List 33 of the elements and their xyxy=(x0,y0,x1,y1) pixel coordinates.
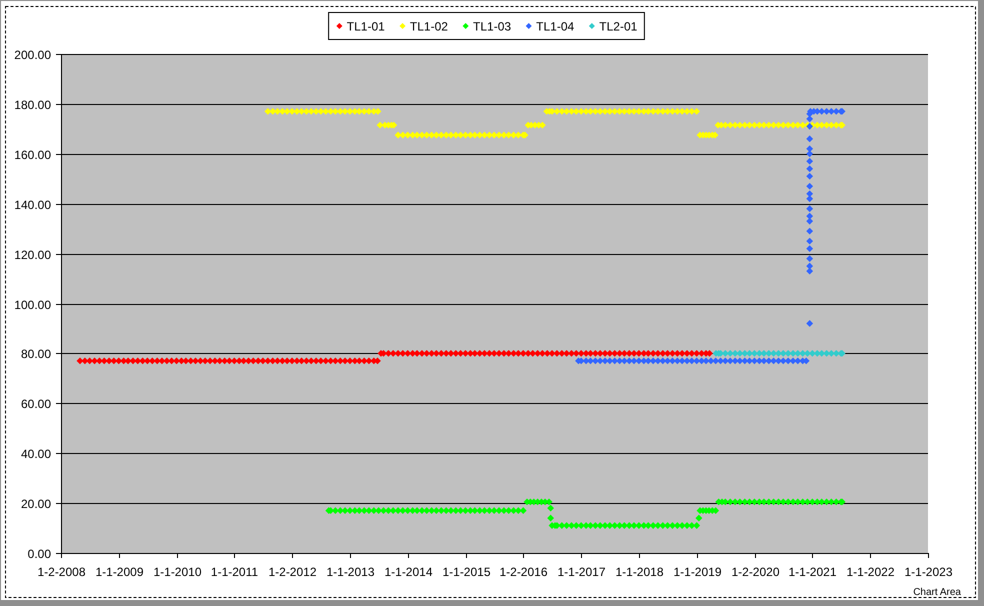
y-tick-label: 200.00 xyxy=(14,48,52,62)
x-tick-label: 1-1-2011 xyxy=(210,565,258,579)
x-tick-label: 1-1-2021 xyxy=(788,565,837,579)
y-tick-label: 140.00 xyxy=(14,198,52,212)
y-tick-label: 0.00 xyxy=(28,546,52,561)
y-tick-label: 40.00 xyxy=(20,446,52,461)
x-tick-label: 1-1-2009 xyxy=(95,565,144,579)
x-tick-label: 1-1-2023 xyxy=(904,565,953,579)
legend-label: TL1-04 xyxy=(536,19,575,34)
y-tick-label: 80.00 xyxy=(20,346,52,361)
legend-label: TL1-03 xyxy=(473,19,512,34)
x-tick-label: 1-2-2020 xyxy=(731,565,780,579)
x-tick-label: 1-2-2016 xyxy=(499,565,548,579)
x-tick-label: 1-1-2010 xyxy=(153,565,202,579)
y-tick-label: 180.00 xyxy=(14,98,52,112)
legend-label: TL1-01 xyxy=(346,19,386,34)
x-tick-label: 1-2-2012 xyxy=(268,565,317,579)
x-tick-label: 1-1-2018 xyxy=(615,565,664,579)
x-tick-label: 1-2-2008 xyxy=(37,565,86,579)
legend-label: TL1-02 xyxy=(410,19,448,34)
x-tick-label: 1-1-2022 xyxy=(846,565,895,579)
y-tick-label: 60.00 xyxy=(20,396,52,411)
x-tick-label: 1-1-2015 xyxy=(442,565,491,579)
x-tick-label: 1-1-2017 xyxy=(557,565,606,579)
x-tick-label: 1-1-2019 xyxy=(673,565,722,579)
y-tick-label: 100.00 xyxy=(14,298,52,312)
y-tick-label: 120.00 xyxy=(14,248,52,262)
y-tick-label: 160.00 xyxy=(14,148,52,162)
x-tick-label: 1-1-2014 xyxy=(384,565,433,579)
x-tick-label: 1-1-2013 xyxy=(326,565,375,579)
text: Chart Area xyxy=(913,587,962,598)
legend-label: TL2-01 xyxy=(599,19,638,34)
y-tick-label: 20.00 xyxy=(20,496,52,511)
